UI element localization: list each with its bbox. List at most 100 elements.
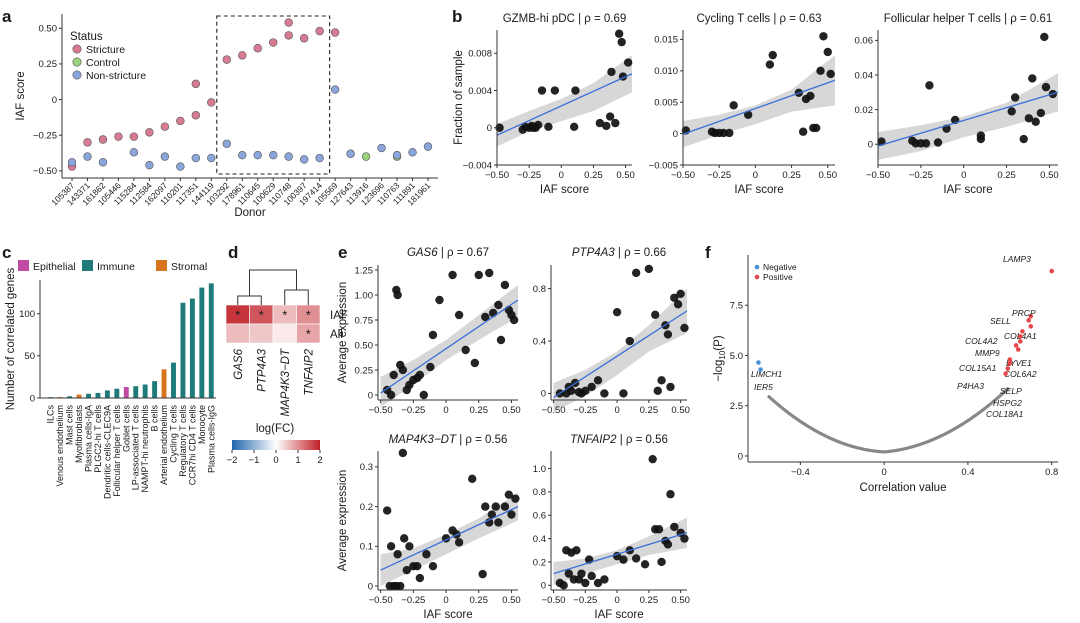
panel-f-gene-point — [1015, 347, 1021, 352]
panel-e-2-ci-band — [553, 288, 687, 412]
panel-e-1-xtick-label: 0 — [443, 405, 448, 416]
panel-a-point — [346, 149, 355, 158]
panel-d-colorbar-tick-label: −1 — [249, 455, 260, 466]
panel-d-col-label: PTP4A3 — [256, 348, 268, 391]
panel-b-1-point — [605, 112, 615, 121]
panel-b-1-ytick-label: 0.008 — [468, 49, 492, 60]
panel-e-1-point — [448, 270, 457, 280]
panel-e-3-xtick-label: 0 — [443, 595, 448, 606]
panel-a-point — [98, 158, 108, 167]
panel-b-2-ytick-label: 0 — [673, 129, 678, 140]
panel-d-cell — [225, 323, 250, 344]
panel-e-2-point — [663, 330, 673, 339]
panel-b-3-point — [1041, 82, 1051, 92]
panel-c-bar — [114, 388, 120, 398]
panel-e-4-point — [587, 571, 596, 581]
panel-e-4-point — [666, 490, 675, 499]
panel-e-1-xtick-label: −0.50 — [369, 405, 393, 416]
panel-b-2-point — [725, 128, 734, 138]
panel-a-legend-title: Status — [70, 31, 103, 43]
panel-a-point — [330, 28, 340, 37]
panel-b-1-point — [537, 86, 547, 95]
panel-e-2-xtick-label: −0.50 — [542, 405, 566, 416]
panel-e-1-point — [470, 358, 480, 368]
panel-e-1-point — [496, 335, 506, 345]
panel-d-star: * — [306, 327, 311, 342]
panel-f-xlabel: Correlation value — [860, 482, 947, 494]
panel-e-title-gene: GAS6 — [407, 247, 438, 259]
panel-e-4-point — [581, 578, 590, 588]
panel-d-col-label: GAS6 — [233, 348, 245, 379]
panel-d-dendrogram — [237, 295, 262, 305]
panel-e-2-point — [625, 336, 635, 346]
panel-c-category-label: B cells — [150, 405, 160, 432]
panel-c-category-label: Mast cells — [65, 405, 75, 446]
panel-e-title-rho: | ρ = 0.67 — [438, 247, 489, 259]
panel-d-row-label: IAF — [330, 310, 348, 322]
panel-c-category-label: ILCs — [46, 405, 56, 424]
panel-e-4-ytick-label: 0.2 — [533, 557, 546, 568]
panel-b-3-point — [1031, 117, 1040, 126]
panel-a-point — [67, 158, 77, 167]
panel-b-1-fit-line — [496, 73, 633, 136]
panel-a-point — [238, 150, 247, 160]
panel-b-2-xtick-label: −0.25 — [707, 170, 731, 181]
panel-b-3-point — [976, 131, 986, 140]
panel-e-expression-scatters: GAS6 | ρ = 0.67 −0.50 −0.25 0 0.25 0.50 0 0.25 0… — [337, 247, 690, 621]
panel-a-ylabel: IAF score — [15, 71, 27, 120]
panel-c-ylabel: Number of correlated genes — [5, 267, 17, 410]
panel-f-gene-label: LYVE1 — [1006, 358, 1032, 368]
panel-f-gene-label: COL18A1 — [986, 409, 1024, 419]
panel-f-gene-point — [1013, 343, 1019, 348]
panel-b-2-point — [765, 60, 775, 69]
panel-a-point — [377, 143, 386, 153]
panel-e-4-point — [657, 557, 666, 567]
panel-e-1-ytick-label: 0.75 — [355, 315, 374, 326]
panel-b-3-xtick-label: −0.25 — [909, 170, 933, 181]
panel-f-gene-label: SELP — [1000, 386, 1022, 396]
panel-b-1-point — [617, 37, 626, 47]
panel-c-category-label: Venous endothelium — [55, 405, 65, 487]
panel-e-1-xtick-label: 0.25 — [469, 405, 488, 416]
panel-b-3-xtick-label: −0.50 — [866, 170, 890, 181]
panel-f-gene-label: IER5 — [754, 382, 773, 392]
panel-b-2-point — [729, 101, 738, 110]
panel-b-1-ytick-label: 0 — [487, 123, 492, 134]
panel-a-point — [315, 153, 324, 163]
panel-e-3-fit-line — [380, 506, 519, 571]
panel-d-colorbar — [232, 440, 320, 450]
panel-f-xtick-label: −0.4 — [791, 467, 810, 478]
panel-a-point — [284, 152, 293, 161]
panel-e-3-xtick-label: −0.50 — [369, 595, 393, 606]
panel-b-3-point — [933, 138, 943, 147]
panel-c-category-label: Regulatory T cells — [178, 405, 188, 477]
panel-d-cell — [272, 323, 297, 344]
panel-b-3-point — [1024, 114, 1034, 123]
panel-a-ytick-label: −0.25 — [33, 131, 57, 142]
panel-e-2-point — [612, 307, 622, 317]
panel-b-3-ci-band — [878, 73, 1058, 160]
panel-d-dendrogram — [284, 289, 309, 305]
panel-e-4-xtick-label: 0 — [614, 595, 619, 606]
panel-f-legend-swatch — [754, 264, 760, 270]
panel-d-logfc-heatmap: * * * * * IAF All GAS6 PTP4A3 MAP4K3−DT TNFAIP2 log… — [225, 269, 348, 466]
panel-b-1-xtick-label: −0.50 — [485, 170, 509, 181]
panel-a-point — [315, 26, 324, 36]
panel-f-gene-point — [1026, 318, 1031, 323]
panel-b-2-point — [816, 66, 825, 76]
panel-d-star: * — [259, 308, 264, 323]
panel-b-1-point — [607, 67, 616, 77]
panel-e-4-point — [572, 546, 581, 555]
panel-e-3-point — [481, 502, 490, 511]
panel-a-point — [160, 152, 170, 161]
panel-e-2-point — [600, 389, 609, 398]
panel-e-2-point — [581, 386, 590, 396]
panel-d-star: * — [306, 308, 311, 323]
panel-d-colorbar-tick-label: 1 — [295, 455, 300, 466]
panel-e-2-ytick-label: 0.4 — [533, 336, 546, 347]
panel-a-point — [145, 128, 154, 137]
panel-a-point — [253, 150, 262, 160]
panel-letter-c: c — [2, 243, 11, 262]
panel-e-3-point — [399, 534, 409, 543]
panel-b-3-xlabel: IAF score — [943, 184, 992, 196]
